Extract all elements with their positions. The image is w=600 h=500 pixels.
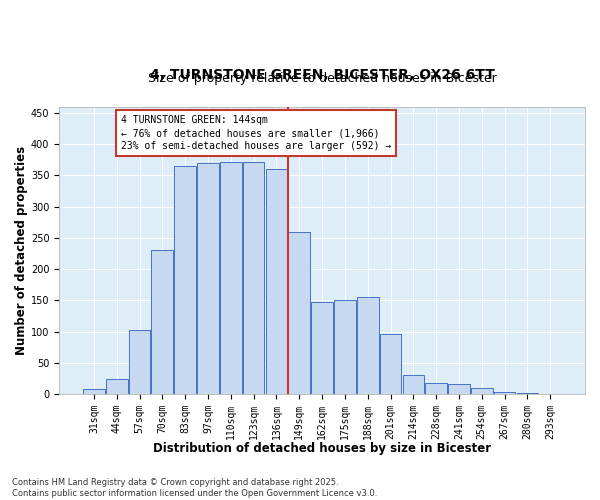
- Text: 4, TURNSTONE GREEN, BICESTER, OX26 6TT: 4, TURNSTONE GREEN, BICESTER, OX26 6TT: [149, 68, 494, 82]
- Bar: [243, 162, 265, 394]
- Bar: [357, 298, 379, 394]
- Bar: [311, 302, 333, 394]
- Bar: [106, 378, 128, 394]
- Bar: [266, 169, 287, 394]
- Bar: [83, 389, 105, 394]
- Bar: [471, 388, 493, 394]
- Bar: [175, 166, 196, 394]
- Y-axis label: Number of detached properties: Number of detached properties: [15, 146, 28, 355]
- Bar: [220, 162, 242, 394]
- Bar: [380, 334, 401, 394]
- Bar: [289, 232, 310, 394]
- Bar: [403, 376, 424, 394]
- Bar: [128, 330, 151, 394]
- Text: 4 TURNSTONE GREEN: 144sqm
← 76% of detached houses are smaller (1,966)
23% of se: 4 TURNSTONE GREEN: 144sqm ← 76% of detac…: [121, 115, 392, 152]
- Bar: [494, 392, 515, 394]
- Bar: [334, 300, 356, 394]
- Bar: [517, 393, 538, 394]
- Title: Size of property relative to detached houses in Bicester: Size of property relative to detached ho…: [148, 72, 496, 85]
- X-axis label: Distribution of detached houses by size in Bicester: Distribution of detached houses by size …: [153, 442, 491, 455]
- Bar: [425, 383, 447, 394]
- Bar: [151, 250, 173, 394]
- Text: Contains HM Land Registry data © Crown copyright and database right 2025.
Contai: Contains HM Land Registry data © Crown c…: [12, 478, 377, 498]
- Bar: [197, 163, 219, 394]
- Bar: [448, 384, 470, 394]
